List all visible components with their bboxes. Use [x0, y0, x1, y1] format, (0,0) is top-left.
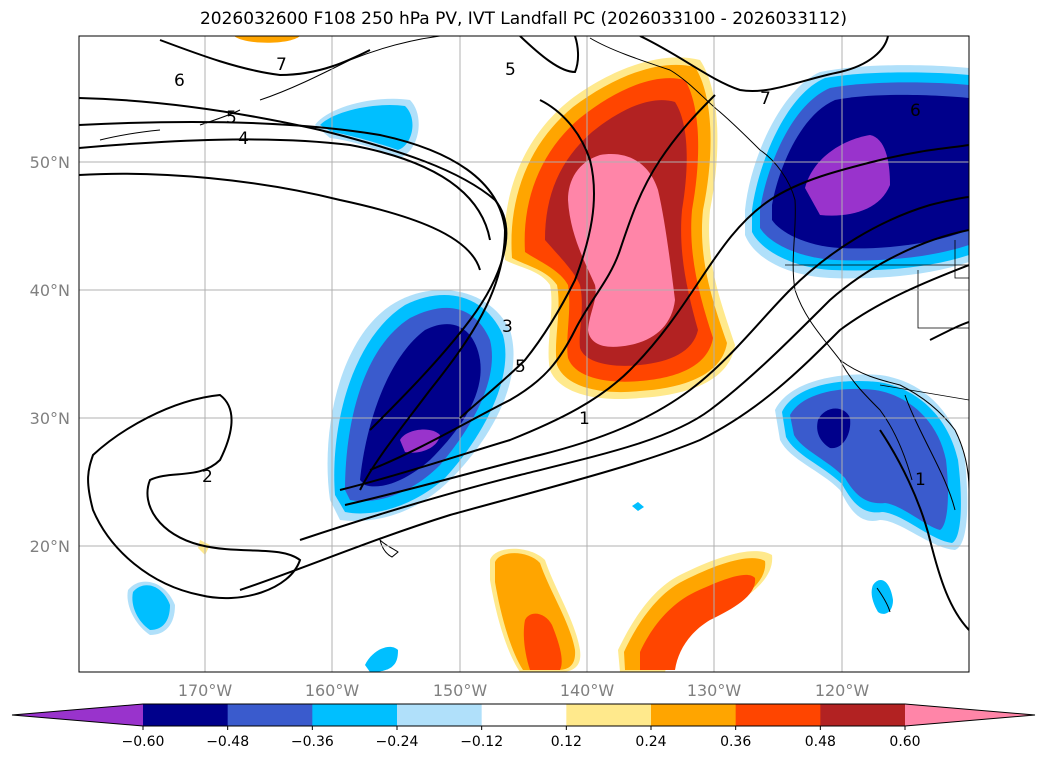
colorbar-bin: [143, 704, 229, 726]
lon-label: 150°W: [433, 681, 488, 700]
positive-anomaly-ridge: [504, 57, 735, 400]
negative-anomaly-northwest: [745, 65, 969, 279]
colorbar-tick-label: 0.12: [551, 734, 582, 750]
colorbar-extend-max: [905, 704, 1035, 726]
contour-label: 4: [238, 129, 249, 149]
negative-anomaly-small-west-core: [132, 585, 170, 630]
contour-label: 6: [174, 71, 185, 91]
pv-contours: [79, 36, 969, 631]
contour-label: 1: [579, 409, 590, 429]
colorbar-bin: [651, 704, 737, 726]
positive-anomaly-south: [198, 36, 773, 672]
negative-anomaly-small-south: [365, 646, 398, 672]
colorbar-tick-label: −0.36: [291, 734, 334, 750]
colorbar-tick-label: −0.24: [376, 734, 419, 750]
negative-anomaly-gulf: [315, 98, 419, 158]
contour-label: 3: [502, 317, 513, 337]
lat-label: 50°N: [30, 153, 70, 172]
colorbar-tick-label: −0.48: [206, 734, 249, 750]
lat-label: 30°N: [30, 409, 70, 428]
negative-anomaly-tiny: [632, 502, 644, 511]
lat-label: 20°N: [30, 537, 70, 556]
colorbar-bin: [820, 704, 906, 726]
contour-label: 5: [226, 108, 237, 128]
contour-label: 1: [915, 470, 926, 490]
lat-label: 40°N: [30, 281, 70, 300]
contour-label: 5: [505, 60, 516, 80]
lon-label: 170°W: [178, 681, 233, 700]
colorbar-extend-min: [12, 704, 143, 726]
latitude-labels: 50°N 40°N 30°N 20°N: [30, 153, 70, 556]
colorbar: −0.60 −0.48 −0.36 −0.24 −0.12 0.12 0.24 0.36 0.4…: [11, 703, 1036, 750]
lon-label: 130°W: [687, 681, 742, 700]
contour-label: 7: [276, 55, 287, 75]
colorbar-bin: [312, 704, 398, 726]
colorbar-bin: [481, 704, 567, 726]
colorbar-bin: [735, 704, 821, 726]
contour-label: 6: [910, 101, 921, 121]
contour-label: 5: [515, 357, 526, 377]
colorbar-tick-label: 0.48: [805, 734, 836, 750]
colorbar-tick-label: 0.24: [635, 734, 666, 750]
map-area: [79, 36, 969, 672]
gridlines: [79, 36, 969, 672]
colorbar-bin: [227, 704, 313, 726]
longitude-labels: 170°W 160°W 150°W 140°W 130°W 120°W: [178, 681, 870, 700]
contour-label: 7: [760, 89, 771, 109]
lon-label: 160°W: [305, 681, 360, 700]
map-frame: [78, 35, 970, 673]
map-title: 2026032600 F108 250 hPa PV, IVT Landfall…: [199, 9, 847, 29]
colorbar-tick-label: 0.36: [720, 734, 751, 750]
contour-label: 2: [202, 467, 213, 487]
lon-label: 140°W: [560, 681, 615, 700]
colorbar-tick-label: −0.12: [460, 734, 503, 750]
colorbar-tick-label: −0.60: [122, 734, 165, 750]
lon-label: 120°W: [815, 681, 870, 700]
colorbar-bin: [397, 704, 483, 726]
pv-contour-labels: 7 6 5 5 4 3 2 5 1 7 6 1: [174, 55, 926, 490]
colorbar-tick-label: 0.60: [889, 734, 920, 750]
colorbar-bin: [566, 704, 652, 726]
